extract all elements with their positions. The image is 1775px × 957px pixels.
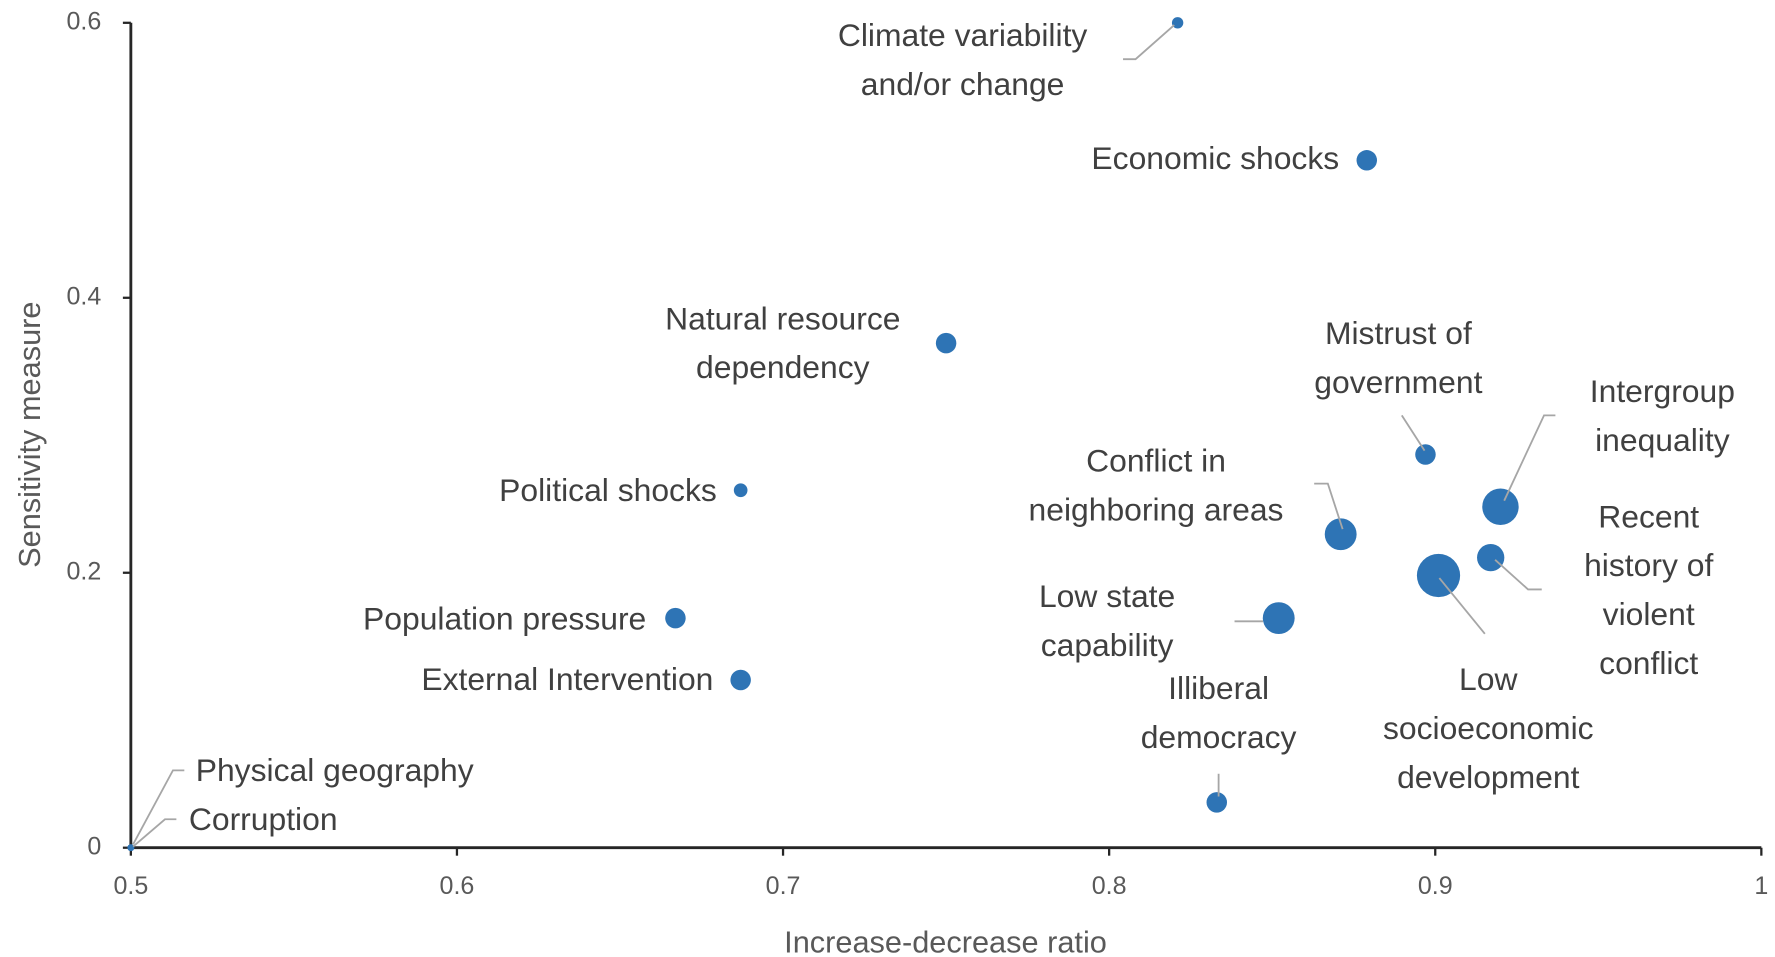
x-tick-label: 0.6: [440, 872, 475, 900]
point-label: Low state: [1039, 578, 1175, 614]
x-tick-label: 0.5: [113, 872, 148, 900]
point-label: External Intervention: [421, 661, 713, 697]
bubble: [1262, 602, 1295, 635]
bubble: [1324, 518, 1357, 551]
bubble: [1356, 150, 1378, 171]
point-label: Climate variability: [838, 17, 1088, 53]
point-label: neighboring areas: [1029, 491, 1284, 527]
y-tick-label: 0.6: [66, 7, 101, 35]
y-tick-label: 0: [87, 832, 101, 860]
point-label: Population pressure: [363, 601, 646, 637]
x-axis-title: Increase-decrease ratio: [784, 925, 1107, 957]
x-tick-label: 0.8: [1092, 872, 1127, 900]
bubble: [733, 483, 748, 498]
bubble: [665, 607, 686, 629]
point-label: Intergroup: [1590, 373, 1735, 409]
bubble: [1477, 543, 1505, 572]
point-label: Conflict in: [1086, 443, 1226, 479]
x-tick-label: 0.7: [766, 872, 801, 900]
point-label: inequality: [1595, 422, 1730, 458]
leader-line: [1503, 414, 1556, 502]
point-label: democracy: [1141, 719, 1297, 755]
point-label: government: [1314, 364, 1482, 400]
leader-line: [1494, 559, 1542, 591]
leader-line: [1314, 482, 1344, 530]
point-label: Economic shocks: [1091, 140, 1339, 176]
point-label: Mistrust of: [1325, 315, 1472, 351]
point-label: development: [1397, 759, 1579, 795]
bubble: [935, 332, 957, 354]
leader-line: [132, 769, 185, 845]
point-label: history of: [1584, 547, 1713, 583]
leader-line: [132, 818, 177, 848]
point-label: Political shocks: [499, 472, 717, 508]
bubble: [127, 844, 135, 852]
y-tick-label: 0.4: [66, 282, 101, 310]
point-label: Low: [1459, 661, 1518, 697]
leader-line: [1401, 414, 1426, 452]
bubble: [1482, 488, 1519, 525]
point-label: conflict: [1599, 645, 1698, 681]
x-tick-label: 0.9: [1418, 872, 1453, 900]
point-label: Natural resource: [665, 300, 900, 336]
bubble: [1206, 792, 1228, 813]
x-tick-label: 1: [1754, 872, 1768, 900]
point-label: Physical geography: [196, 752, 474, 788]
point-label: Corruption: [189, 801, 338, 837]
bubble: [1171, 17, 1184, 29]
point-label: socioeconomic: [1383, 710, 1594, 746]
bubble: [1415, 444, 1436, 465]
bubble: [1416, 553, 1461, 598]
y-axis-title: Sensitivity measure: [12, 302, 47, 568]
point-label: violent: [1603, 596, 1695, 632]
point-label: and/or change: [861, 66, 1065, 102]
bubble: [730, 669, 751, 691]
point-label: dependency: [696, 349, 870, 385]
point-label: Recent: [1598, 498, 1699, 534]
point-label: capability: [1041, 627, 1174, 663]
point-label: Illiberal: [1168, 670, 1269, 706]
y-tick-label: 0.2: [66, 557, 101, 585]
leader-line: [1123, 24, 1175, 61]
leader-line: [1438, 577, 1486, 635]
